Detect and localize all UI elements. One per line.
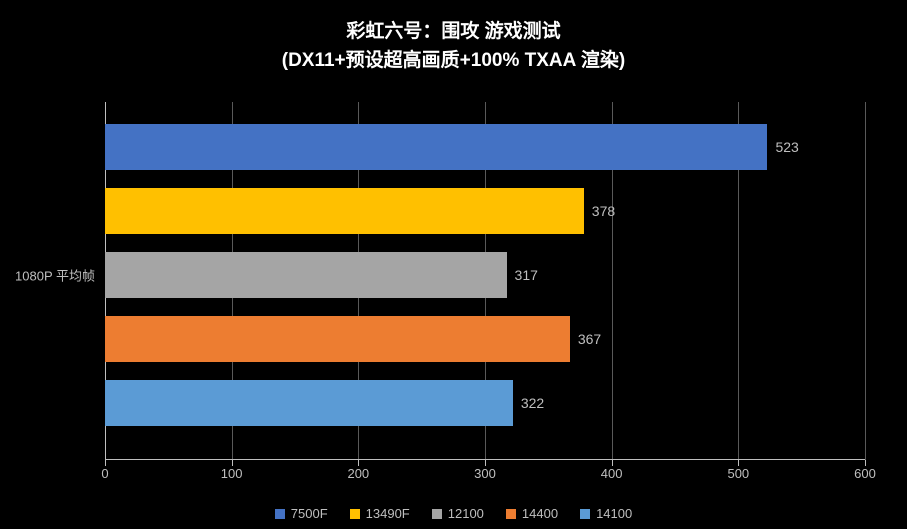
chart-title-line2: (DX11+预设超高画质+100% TXAA 渲染) [0, 47, 907, 76]
bar-7500F: 523 [105, 124, 767, 170]
x-tick-label: 500 [727, 460, 749, 481]
legend-swatch [350, 509, 360, 519]
legend-item-13490F: 13490F [350, 506, 410, 521]
bar-value-label: 367 [570, 331, 601, 347]
legend-label: 7500F [291, 506, 328, 521]
x-axis-line [105, 459, 865, 460]
x-tick-label: 0 [101, 460, 108, 481]
legend-item-14100: 14100 [580, 506, 632, 521]
bar-value-label: 378 [584, 203, 615, 219]
bar-value-label: 322 [513, 395, 544, 411]
legend-label: 13490F [366, 506, 410, 521]
chart-title-line1: 彩虹六号：围攻 游戏测试 [0, 18, 907, 47]
chart-title: 彩虹六号：围攻 游戏测试 (DX11+预设超高画质+100% TXAA 渲染) [0, 18, 907, 75]
legend-item-7500F: 7500F [275, 506, 328, 521]
legend: 7500F 13490F 12100 14400 14100 [0, 506, 907, 521]
x-tick-label: 400 [601, 460, 623, 481]
chart-root: 彩虹六号：围攻 游戏测试 (DX11+预设超高画质+100% TXAA 渲染) … [0, 0, 907, 529]
legend-item-14400: 14400 [506, 506, 558, 521]
gridline [865, 102, 866, 460]
legend-swatch [275, 509, 285, 519]
y-category-label: 1080P 平均帧 [15, 266, 105, 285]
bar-14100: 322 [105, 380, 513, 426]
x-tick-label: 200 [347, 460, 369, 481]
legend-item-12100: 12100 [432, 506, 484, 521]
legend-label: 12100 [448, 506, 484, 521]
legend-label: 14100 [596, 506, 632, 521]
x-tick-label: 100 [221, 460, 243, 481]
bar-value-label: 523 [767, 139, 798, 155]
x-tick-label: 600 [854, 460, 876, 481]
legend-swatch [580, 509, 590, 519]
bar-13490F: 378 [105, 188, 584, 234]
plot-area: 01002003004005006001080P 平均帧523378317367… [105, 102, 865, 460]
legend-label: 14400 [522, 506, 558, 521]
x-tick-label: 300 [474, 460, 496, 481]
bar-value-label: 317 [507, 267, 538, 283]
legend-swatch [432, 509, 442, 519]
bar-14400: 367 [105, 316, 570, 362]
legend-swatch [506, 509, 516, 519]
bar-12100: 317 [105, 252, 507, 298]
